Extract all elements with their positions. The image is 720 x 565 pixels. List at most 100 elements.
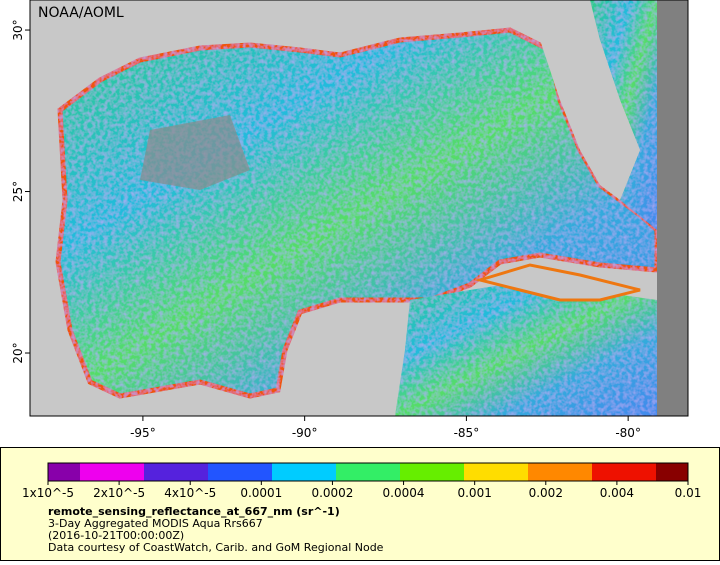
colorbar-cell — [596, 463, 601, 481]
lat-tick-label: 20° — [11, 342, 25, 363]
colorbar-cell — [656, 463, 661, 481]
colorbar-cell — [296, 463, 301, 481]
colorbar-cell — [184, 463, 189, 481]
colorbar-cell — [332, 463, 337, 481]
colorbar-cell — [520, 463, 525, 481]
colorbar-cell — [484, 463, 489, 481]
colorbar-cell — [404, 463, 409, 481]
colorbar-cell — [244, 463, 249, 481]
colorbar-cell — [360, 463, 365, 481]
colorbar-cell — [400, 463, 405, 481]
colorbar-cell — [468, 463, 473, 481]
colorbar-cell — [152, 463, 157, 481]
colorbar-cell — [240, 463, 245, 481]
colorbar-cell — [456, 463, 461, 481]
credit: NOAA/AOML — [38, 5, 124, 21]
lon-tick-label: -90° — [292, 426, 318, 440]
colorbar-cell — [92, 463, 97, 481]
colorbar-cell — [72, 463, 77, 481]
atlantic-water — [590, 0, 657, 230]
colorbar-cell — [364, 463, 369, 481]
colorbar-cell — [532, 463, 537, 481]
colorbar-cell — [604, 463, 609, 481]
colorbar-cell — [200, 463, 205, 481]
colorbar-cell — [624, 463, 629, 481]
no-data-strip — [657, 0, 688, 416]
legend-line: 3-Day Aggregated MODIS Aqua Rrs667 — [48, 517, 263, 530]
colorbar-cell — [196, 463, 201, 481]
colorbar-cell — [460, 463, 465, 481]
colorbar-cell — [164, 463, 169, 481]
colorbar-cell — [568, 463, 573, 481]
no-data — [140, 115, 250, 190]
colorbar-cell — [216, 463, 221, 481]
colorbar-cell — [408, 463, 413, 481]
lon-tick-label: -80° — [615, 426, 641, 440]
colorbar-cell — [352, 463, 357, 481]
colorbar-cell — [652, 463, 657, 481]
colorbar-label: 0.0001 — [240, 486, 282, 500]
colorbar-cell — [516, 463, 521, 481]
colorbar-cell — [492, 463, 497, 481]
colorbar-cell — [380, 463, 385, 481]
colorbar-cell — [392, 463, 397, 481]
colorbar-cell — [616, 463, 621, 481]
colorbar-label: 0.004 — [600, 486, 634, 500]
colorbar-frame — [47, 462, 689, 482]
colorbar-cell — [524, 463, 529, 481]
colorbar-label: 0.002 — [529, 486, 563, 500]
colorbar-cell — [620, 463, 625, 481]
colorbar-label: 0.01 — [675, 486, 702, 500]
colorbar-cell — [56, 463, 61, 481]
map-frame — [29, 0, 689, 417]
colorbar-cell — [640, 463, 645, 481]
colorbar-cell — [264, 463, 269, 481]
colorbar-cell — [76, 463, 81, 481]
colorbar-cell — [52, 463, 57, 481]
colorbar-cell — [448, 463, 453, 481]
colorbar-cell — [80, 463, 85, 481]
colorbar-cell — [608, 463, 613, 481]
colorbar-label: 1x10^-5 — [22, 486, 74, 500]
colorbar-cell — [252, 463, 257, 481]
colorbar-cell — [172, 463, 177, 481]
colorbar-cell — [628, 463, 633, 481]
colorbar-cell — [112, 463, 117, 481]
colorbar-cell — [564, 463, 569, 481]
colorbar-cell — [60, 463, 65, 481]
colorbar-cell — [536, 463, 541, 481]
colorbar-cell — [668, 463, 673, 481]
colorbar-cell — [292, 463, 297, 481]
colorbar-cell — [416, 463, 421, 481]
colorbar-cell — [140, 463, 145, 481]
colorbar-cell — [104, 463, 109, 481]
lon-tick-label: -85° — [454, 426, 480, 440]
colorbar-cell — [684, 463, 689, 481]
colorbar-cell — [544, 463, 549, 481]
colorbar-cell — [64, 463, 69, 481]
colorbar-cell — [88, 463, 93, 481]
colorbar-cell — [672, 463, 677, 481]
colorbar-cell — [540, 463, 545, 481]
colorbar-cell — [96, 463, 101, 481]
colorbar-cell — [412, 463, 417, 481]
legend-line: Data courtesy of CoastWatch, Carib. and … — [48, 541, 384, 554]
colorbar-cell — [180, 463, 185, 481]
colorbar-cell — [272, 463, 277, 481]
colorbar-cell — [120, 463, 125, 481]
colorbar-cell — [560, 463, 565, 481]
colorbar-cell — [288, 463, 293, 481]
caribbean-water — [395, 282, 657, 416]
colorbar-cell — [248, 463, 253, 481]
colorbar-cell — [496, 463, 501, 481]
legend-line: (2016-10-21T00:00:00Z) — [48, 529, 184, 542]
colorbar-cell — [480, 463, 485, 481]
colorbar-cell — [600, 463, 605, 481]
colorbar-cell — [464, 463, 469, 481]
colorbar-cell — [84, 463, 89, 481]
colorbar-cell — [428, 463, 433, 481]
colorbar-cell — [308, 463, 313, 481]
colorbar-cell — [588, 463, 593, 481]
lat-tick-label: 25° — [11, 181, 25, 202]
colorbar-cell — [256, 463, 261, 481]
